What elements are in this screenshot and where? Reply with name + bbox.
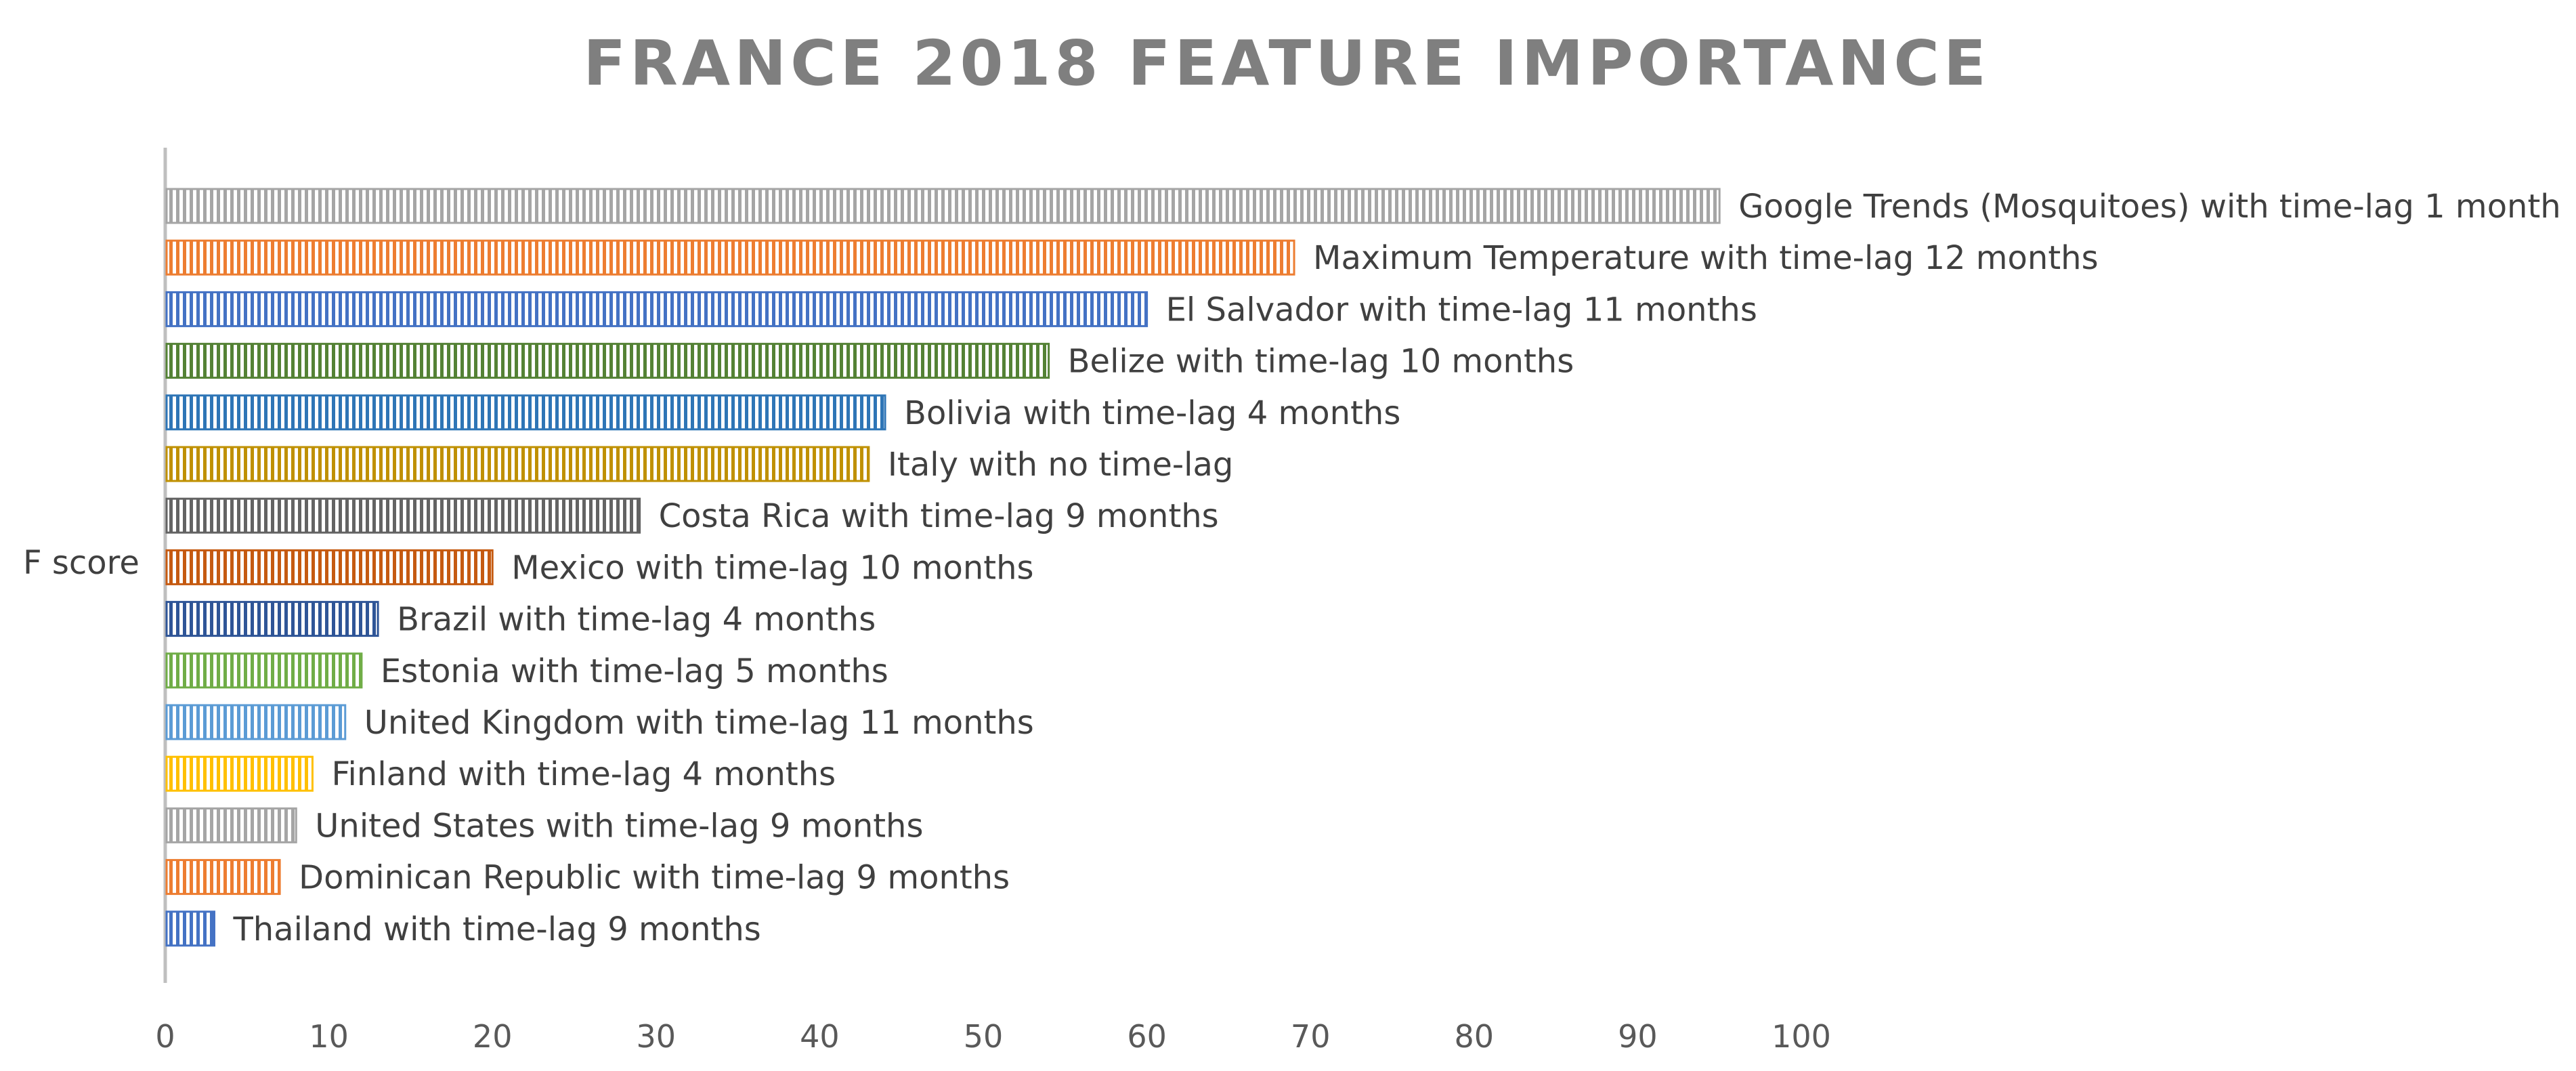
x-tick-label: 30: [637, 1018, 677, 1055]
bar: [165, 497, 641, 534]
bar: [165, 859, 281, 896]
bar-label: Italy with no time-lag: [888, 446, 1234, 484]
bar: [165, 343, 1050, 379]
bar-label: El Salvador with time-lag 11 months: [1166, 291, 1757, 329]
x-tick-label: 90: [1618, 1018, 1658, 1055]
x-tick-label: 20: [473, 1018, 513, 1055]
x-tick-label: 60: [1127, 1018, 1167, 1055]
x-tick-label: 0: [155, 1018, 175, 1055]
bar-label: Bolivia with time-lag 4 months: [904, 394, 1400, 432]
x-axis-ticks: 0 10 20 30 40 50 60 70 80 90 100: [155, 1018, 1831, 1055]
bar: [165, 910, 215, 947]
bar-label: Maximum Temperature with time-lag 12 mon…: [1313, 239, 2099, 277]
bars-group: Google Trends (Mosquitoes) with time-lag…: [165, 188, 2561, 948]
bar-label: Thailand with time-lag 9 months: [232, 910, 760, 948]
bar-label: Dominican Republic with time-lag 9 month…: [299, 859, 1010, 897]
bar-label: United Kingdom with time-lag 11 months: [364, 704, 1034, 742]
y-axis-label: F score: [23, 544, 139, 582]
bar-label: Google Trends (Mosquitoes) with time-lag…: [1738, 188, 2561, 226]
bar-label: Finland with time-lag 4 months: [331, 755, 836, 793]
bar: [165, 239, 1295, 276]
bar: [165, 549, 494, 585]
x-tick-label: 10: [309, 1018, 349, 1055]
x-tick-label: 100: [1772, 1018, 1831, 1055]
bar: [165, 446, 870, 482]
bar-label: Belize with time-lag 10 months: [1068, 343, 1574, 381]
bar: [165, 291, 1149, 327]
bar: [165, 601, 379, 637]
bar: [165, 188, 1721, 224]
x-tick-label: 80: [1455, 1018, 1495, 1055]
x-tick-label: 40: [800, 1018, 840, 1055]
bar-label: Brazil with time-lag 4 months: [397, 601, 876, 639]
bar: [165, 704, 347, 740]
bar: [165, 755, 314, 792]
bar-label: Costa Rica with time-lag 9 months: [659, 497, 1219, 535]
x-tick-label: 50: [964, 1018, 1004, 1055]
bar: [165, 394, 886, 431]
chart-title: FRANCE 2018 FEATURE IMPORTANCE: [583, 27, 1990, 100]
bar: [165, 652, 363, 689]
bar-label: Mexico with time-lag 10 months: [511, 549, 1033, 587]
bar-label: Estonia with time-lag 5 months: [381, 652, 888, 690]
bar: [165, 807, 297, 843]
bar-label: United States with time-lag 9 months: [315, 807, 923, 845]
x-tick-label: 70: [1291, 1018, 1331, 1055]
